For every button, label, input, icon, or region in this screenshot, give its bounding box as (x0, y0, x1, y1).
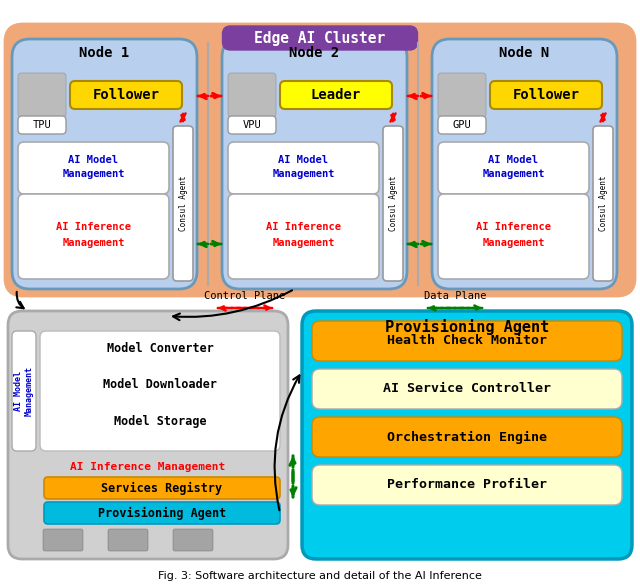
FancyBboxPatch shape (438, 142, 589, 194)
Text: AI Model: AI Model (278, 155, 328, 165)
FancyBboxPatch shape (8, 311, 288, 559)
FancyBboxPatch shape (312, 321, 622, 361)
Text: Consul Agent: Consul Agent (388, 176, 397, 231)
Text: Model Storage: Model Storage (114, 415, 206, 427)
Text: Management: Management (272, 169, 335, 179)
Text: Management: Management (62, 169, 125, 179)
FancyBboxPatch shape (44, 502, 280, 524)
Text: AI Service Controller: AI Service Controller (383, 383, 551, 395)
FancyBboxPatch shape (12, 331, 36, 451)
FancyBboxPatch shape (432, 39, 617, 289)
FancyBboxPatch shape (312, 465, 622, 505)
Text: Performance Profiler: Performance Profiler (387, 478, 547, 492)
FancyBboxPatch shape (173, 126, 193, 281)
Text: AI Model: AI Model (68, 155, 118, 165)
FancyBboxPatch shape (223, 26, 417, 50)
Text: Management: Management (483, 169, 545, 179)
Text: AI Inference: AI Inference (56, 221, 131, 231)
Text: Control Plane: Control Plane (204, 291, 285, 301)
Text: Consul Agent: Consul Agent (598, 176, 607, 231)
Text: VPU: VPU (243, 120, 261, 130)
Text: Node 1: Node 1 (79, 46, 130, 60)
Text: Management: Management (62, 238, 125, 248)
Text: AI Inference: AI Inference (266, 221, 341, 231)
FancyBboxPatch shape (438, 116, 486, 134)
FancyBboxPatch shape (593, 126, 613, 281)
FancyBboxPatch shape (173, 529, 213, 551)
Text: Provisioning Agent: Provisioning Agent (385, 319, 549, 335)
Text: Model Downloader: Model Downloader (103, 378, 217, 391)
Text: AI Inference: AI Inference (476, 221, 551, 231)
Text: Node 2: Node 2 (289, 46, 340, 60)
FancyBboxPatch shape (490, 81, 602, 109)
FancyBboxPatch shape (18, 73, 66, 117)
Text: Edge AI Cluster: Edge AI Cluster (254, 30, 386, 46)
Text: Management: Management (483, 238, 545, 248)
Text: Fig. 3: Software architecture and detail of the AI Inference: Fig. 3: Software architecture and detail… (158, 571, 482, 581)
FancyBboxPatch shape (70, 81, 182, 109)
Text: Node N: Node N (499, 46, 550, 60)
FancyBboxPatch shape (5, 24, 635, 296)
FancyBboxPatch shape (18, 194, 169, 279)
FancyBboxPatch shape (108, 529, 148, 551)
Text: Follower: Follower (513, 88, 579, 102)
Text: Model Converter: Model Converter (107, 342, 213, 356)
FancyBboxPatch shape (302, 311, 632, 559)
FancyBboxPatch shape (18, 142, 169, 194)
FancyBboxPatch shape (228, 116, 276, 134)
FancyBboxPatch shape (383, 126, 403, 281)
FancyBboxPatch shape (18, 116, 66, 134)
Text: Leader: Leader (311, 88, 361, 102)
Text: Consul Agent: Consul Agent (179, 176, 188, 231)
Text: Follower: Follower (93, 88, 159, 102)
Text: Provisioning Agent: Provisioning Agent (98, 506, 226, 520)
Text: AI Inference Management: AI Inference Management (70, 462, 226, 472)
Text: Management: Management (272, 238, 335, 248)
FancyBboxPatch shape (44, 477, 280, 499)
FancyBboxPatch shape (312, 369, 622, 409)
Text: GPU: GPU (452, 120, 472, 130)
FancyBboxPatch shape (438, 73, 486, 117)
FancyBboxPatch shape (40, 331, 280, 451)
Text: Services Registry: Services Registry (101, 481, 223, 495)
FancyBboxPatch shape (222, 39, 407, 289)
FancyBboxPatch shape (43, 529, 83, 551)
FancyBboxPatch shape (280, 81, 392, 109)
Text: Health Check Monitor: Health Check Monitor (387, 335, 547, 347)
Text: TPU: TPU (33, 120, 51, 130)
FancyBboxPatch shape (228, 73, 276, 117)
Text: Orchestration Engine: Orchestration Engine (387, 430, 547, 443)
FancyBboxPatch shape (438, 194, 589, 279)
FancyBboxPatch shape (228, 142, 379, 194)
Text: AI Model: AI Model (488, 155, 538, 165)
FancyBboxPatch shape (312, 417, 622, 457)
Text: Data Plane: Data Plane (424, 291, 486, 301)
Text: AI Model
Management: AI Model Management (14, 366, 34, 416)
FancyBboxPatch shape (12, 39, 197, 289)
FancyBboxPatch shape (228, 194, 379, 279)
